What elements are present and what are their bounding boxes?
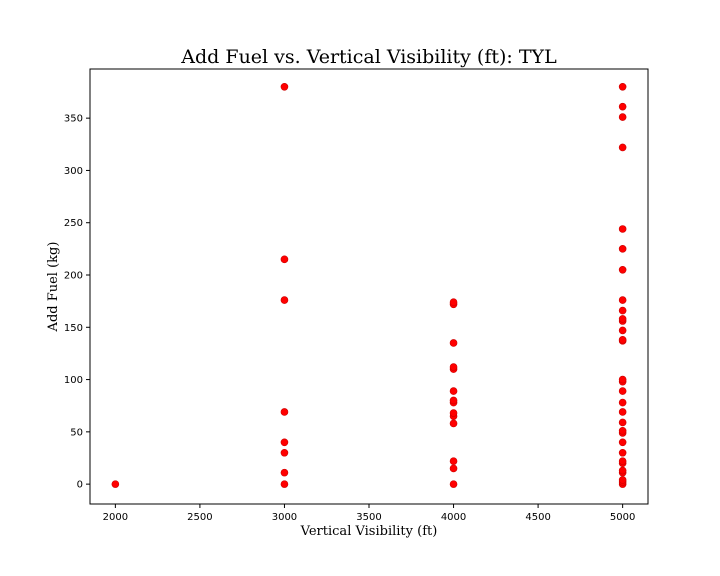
scatter-point — [618, 438, 627, 447]
scatter-point — [618, 418, 627, 427]
scatter-point — [280, 296, 289, 304]
y-axis-label: Add Fuel (kg) — [46, 242, 61, 333]
y-tick-label: 250 — [64, 218, 83, 229]
scatter-point — [280, 255, 289, 264]
y-tick-label: 100 — [64, 375, 83, 386]
scatter-point — [449, 464, 458, 473]
scatter-point — [111, 480, 120, 488]
scatter-point — [618, 375, 627, 384]
scatter-point — [618, 113, 627, 121]
chart-title: Add Fuel vs. Vertical Visibility (ft): T… — [180, 46, 557, 68]
y-tick-label: 350 — [64, 114, 83, 125]
y-tick-label: 0 — [77, 480, 83, 491]
plot-area — [89, 68, 649, 505]
scatter-point — [618, 225, 627, 233]
scatter-point — [280, 408, 289, 416]
scatter-point — [618, 336, 627, 344]
y-tick-label: 300 — [64, 166, 83, 177]
scatter-point — [449, 419, 458, 428]
scatter-point — [618, 265, 627, 274]
y-tick-label: 200 — [64, 270, 83, 281]
x-tick-label: 3500 — [356, 512, 381, 523]
scatter-point — [449, 409, 458, 417]
x-tick-label: 4500 — [525, 512, 550, 523]
scatter-point — [618, 102, 627, 111]
x-tick-label: 4000 — [441, 512, 466, 523]
scatter-point — [449, 480, 458, 488]
scatter-point — [618, 427, 627, 435]
scatter-point — [280, 468, 289, 477]
scatter-point — [280, 448, 289, 457]
scatter-point — [618, 296, 627, 304]
axis-ticks: 2000 2500 3000 3500 4000 4500 5000 0 50 100 150 200… — [64, 114, 635, 523]
scatter-point — [618, 245, 627, 253]
scatter-point — [618, 398, 627, 407]
x-tick-label: 5000 — [610, 512, 635, 523]
scatter-point — [280, 438, 289, 447]
y-tick-label: 50 — [70, 427, 83, 438]
scatter-point — [280, 82, 289, 91]
scatter-point — [449, 387, 458, 395]
scatter-point — [618, 466, 627, 475]
scatter-point — [618, 448, 627, 457]
scatter-point — [618, 315, 627, 323]
x-axis-label: Vertical Visibility (ft) — [300, 524, 438, 539]
data-points — [111, 82, 627, 488]
scatter-point — [618, 476, 627, 484]
x-tick-label: 3000 — [272, 512, 297, 523]
scatter-point — [449, 298, 458, 306]
scatter-point — [618, 306, 627, 315]
scatter-point — [618, 143, 627, 152]
scatter-point — [449, 457, 458, 465]
scatter-point — [280, 480, 289, 488]
scatter-point — [449, 396, 458, 405]
scatter-point — [449, 363, 458, 371]
scatter-point — [618, 457, 627, 465]
scatter-point — [449, 339, 458, 347]
scatter-point — [618, 408, 627, 416]
y-tick-label: 150 — [64, 323, 83, 334]
x-tick-label: 2000 — [103, 512, 128, 523]
scatter-point — [618, 387, 627, 395]
scatter-point — [618, 82, 627, 91]
scatter-point — [618, 326, 627, 335]
x-tick-label: 2500 — [187, 512, 212, 523]
